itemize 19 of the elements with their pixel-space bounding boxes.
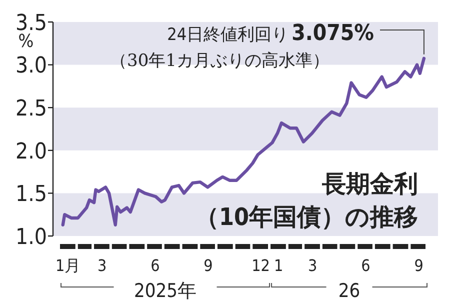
x-tick-label: 12: [252, 256, 270, 275]
x-tick-label: 3: [98, 256, 107, 275]
x-tick-label: 3: [308, 256, 318, 275]
text: （10年国債）の推移: [194, 203, 418, 231]
y-tick-label: 1.5: [16, 182, 47, 208]
x-tick-label: 9: [204, 256, 213, 275]
x-tick-label: 1: [274, 256, 284, 275]
text: 長期金利: [321, 170, 418, 198]
x-tick-label: 6: [361, 256, 370, 275]
text: 2025年: [134, 280, 197, 302]
y-tick-label: 1.0: [16, 224, 47, 250]
text: 26: [338, 280, 360, 302]
y-tick-label: 3.0: [16, 54, 47, 79]
y-tick-label: 2.5: [16, 96, 47, 122]
y-tick-label: 2.0: [16, 139, 47, 164]
x-tick-label: 6: [150, 256, 160, 275]
y-axis-title: %: [18, 31, 34, 52]
x-tick-label: 1月: [55, 256, 81, 275]
x-tick-label: 9: [414, 256, 424, 275]
